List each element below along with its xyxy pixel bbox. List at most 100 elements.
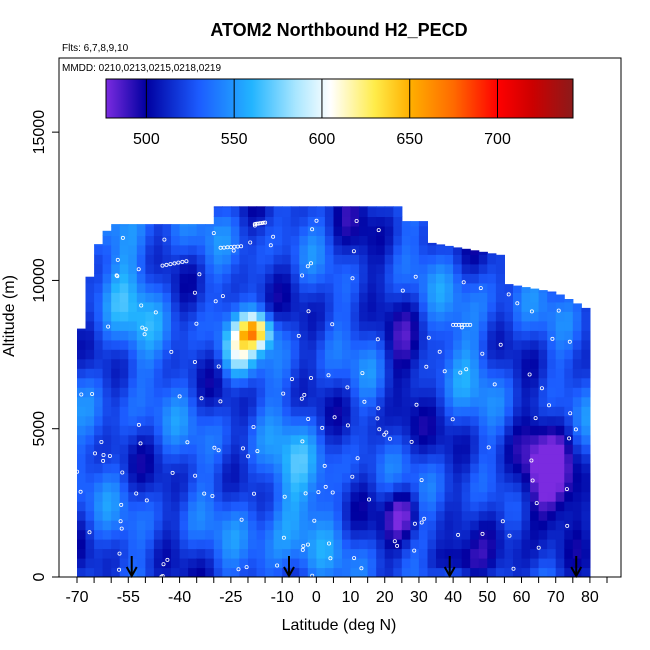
x-tick-label: -25 [219,589,242,606]
heatmap-cell [213,301,223,312]
heatmap-cell [478,434,488,445]
heatmap-cell [239,396,249,407]
heatmap-cell [222,244,232,255]
heatmap-cell [470,396,480,407]
heatmap-cell [162,434,172,445]
heatmap-cell [196,368,206,379]
heatmap-cell [513,339,523,350]
heatmap-cell [572,463,582,474]
heatmap-cell [94,292,104,303]
heatmap-cell [342,225,352,236]
heatmap-cell [342,520,352,531]
heatmap-cell [153,491,163,502]
heatmap-cell [307,510,317,521]
heatmap-cell [282,491,292,502]
sample-marker [118,519,123,524]
heatmap-cell [119,406,129,417]
heatmap-cell [222,501,232,512]
sample-marker [153,310,158,315]
heatmap-cell [487,463,497,474]
heatmap-cell [401,434,411,445]
heatmap-cell [478,510,488,521]
sample-marker [255,449,260,454]
heatmap-cell [530,320,540,331]
heatmap-cell [324,273,334,284]
heatmap-cell [290,358,300,369]
heatmap-cell [521,301,531,312]
y-axis-label: Altitude (m) [1,275,18,357]
heatmap-cell [513,453,523,464]
heatmap-cell [128,425,138,436]
heatmap-cell [145,235,155,246]
heatmap-cell [239,434,249,445]
heatmap-cell [153,244,163,255]
heatmap-cell [153,548,163,559]
heatmap-cell [393,216,403,227]
heatmap-cell [205,339,215,350]
heatmap-cell [436,529,446,540]
heatmap-cell [564,463,574,474]
heatmap-cell [513,406,523,417]
heatmap-cell [205,558,215,569]
heatmap-cell [94,472,104,483]
heatmap-cell [436,548,446,559]
heatmap-cell [504,368,514,379]
heatmap-cell [547,434,557,445]
heatmap-cell [85,339,95,350]
heatmap-cell [282,415,292,426]
heatmap-cell [119,387,129,398]
sample-marker [567,339,572,344]
heatmap-cell [376,453,386,464]
heatmap-cell [342,406,352,417]
heatmap-cell [393,567,403,577]
heatmap-cell [436,567,446,577]
heatmap-cell [555,520,565,531]
heatmap-cell [324,501,334,512]
heatmap-cell [230,330,240,341]
heatmap-cell [572,415,582,426]
heatmap-cell [384,453,394,464]
heatmap-cell [205,368,215,379]
heatmap-cell [188,501,198,512]
heatmap-cell [350,225,360,236]
heatmap-cell [205,444,215,455]
heatmap-cell [85,349,95,360]
heatmap-cell [393,529,403,540]
sample-marker [362,399,367,404]
heatmap-cell [119,311,129,322]
heatmap-cell [77,539,87,550]
heatmap-cell [478,453,488,464]
heatmap-cell [239,358,249,369]
heatmap-cell [136,463,146,474]
heatmap-cell [436,244,446,255]
heatmap-cell [436,539,446,550]
heatmap-cell [273,425,283,436]
heatmap-cell [401,406,411,417]
sample-marker [239,517,244,522]
sample-marker [442,369,447,374]
heatmap-cell [188,529,198,540]
sample-marker [305,542,310,547]
heatmap-cell [273,396,283,407]
heatmap-cell [188,225,198,236]
heatmap-cell [171,225,181,236]
heatmap-cell [77,406,87,417]
heatmap-cell [153,406,163,417]
heatmap-cell [564,406,574,417]
heatmap-cell [367,567,377,577]
heatmap-cell [444,434,454,445]
heatmap-cell [376,406,386,417]
heatmap-cell [367,282,377,293]
heatmap-cell [530,510,540,521]
heatmap-cell [316,339,326,350]
sample-marker [261,220,266,225]
heatmap-cell [265,520,275,531]
heatmap-cell [205,415,215,426]
heatmap-cell [436,406,446,417]
heatmap-cell [119,434,129,445]
heatmap-cell [128,225,138,236]
heatmap-cell [538,529,548,540]
heatmap-cell [453,444,463,455]
heatmap-cell [367,444,377,455]
heatmap-cell [256,206,266,208]
